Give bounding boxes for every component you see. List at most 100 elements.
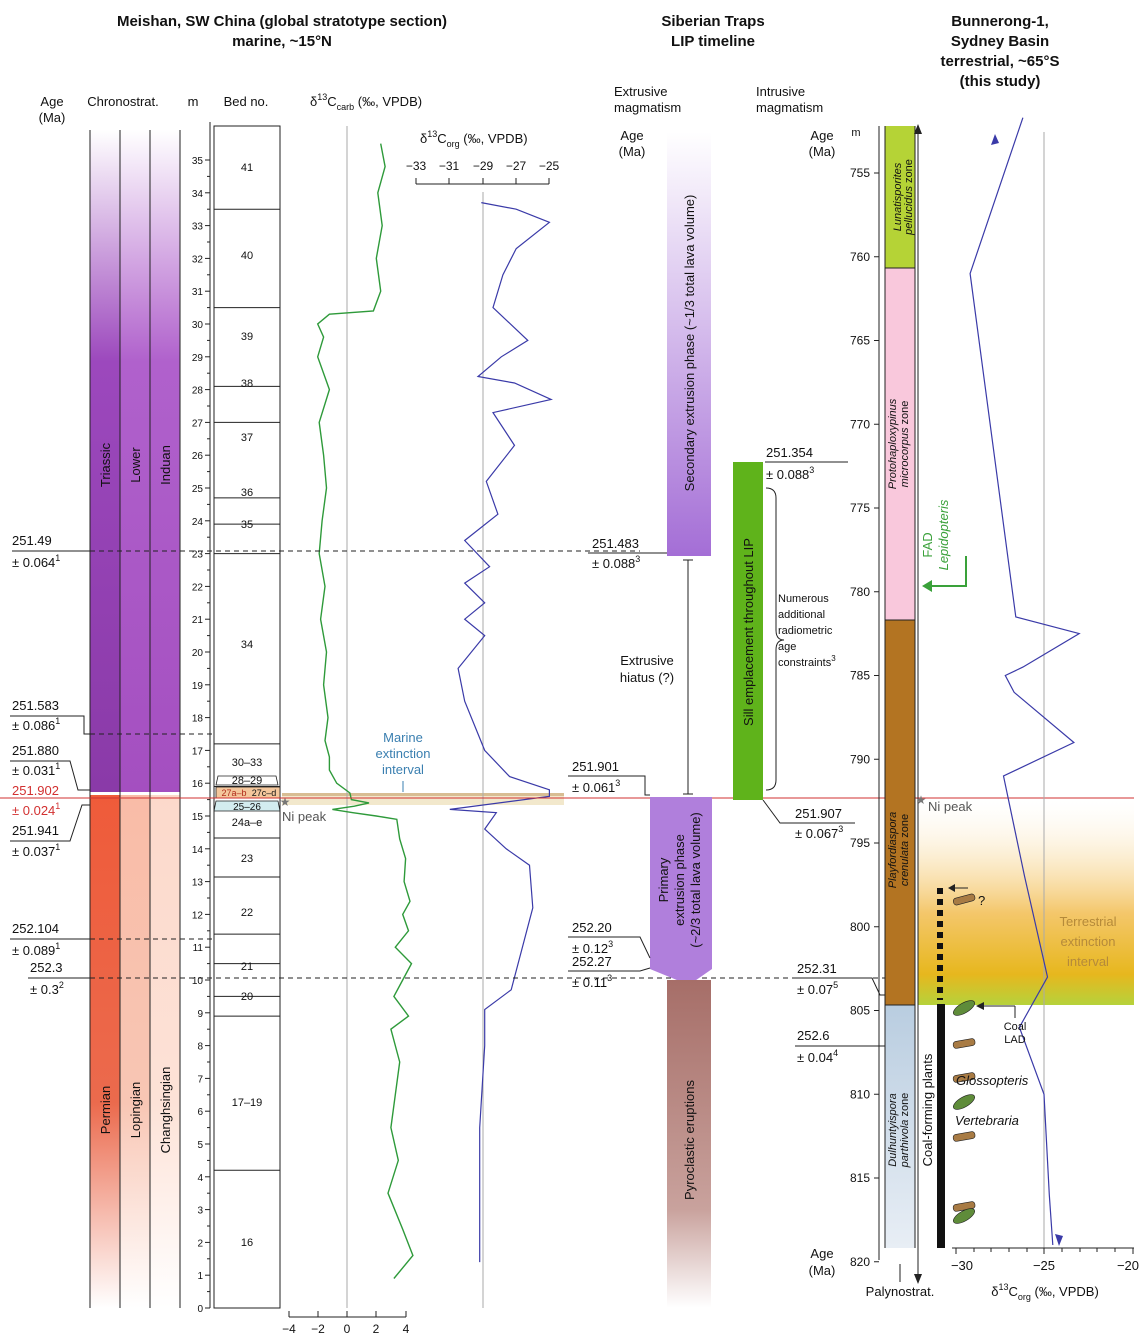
glossopteris-icon bbox=[953, 1000, 975, 1016]
bed-25-26: 25–26 bbox=[233, 802, 261, 813]
vertebraria-label: Vertebraria bbox=[955, 1113, 1019, 1128]
age-252.20-unc: ± 0.123 bbox=[572, 939, 613, 956]
bun-depth-tick: 765 bbox=[850, 334, 870, 348]
palynostrat-column: Lunatisporites pellucidus zone Protohapl… bbox=[884, 126, 916, 1248]
age-251.49: 251.49 bbox=[12, 533, 52, 548]
org-tick--33: −33 bbox=[406, 159, 427, 173]
age-251.941-unc: ± 0.0371 bbox=[12, 842, 60, 859]
age-251.902: 251.902 bbox=[12, 783, 59, 798]
bunnerong-title-line4: (this study) bbox=[960, 73, 1041, 90]
palynostrat-label: Palynostrat. bbox=[866, 1284, 935, 1299]
thin-beds-detail: 28–29 27a–b 27c–d 25–26 bbox=[213, 775, 281, 813]
zone-label-playfordiaspora-2: crenulata zone bbox=[899, 814, 911, 886]
bun-age-header-2: (Ma) bbox=[809, 144, 836, 159]
carb-tick-0: 0 bbox=[344, 1322, 351, 1336]
pyroclastic-label: Pyroclastic eruptions bbox=[682, 1080, 697, 1200]
age-252.3-unc: ± 0.32 bbox=[30, 980, 64, 997]
carb-axis: −4 −2 0 2 4 bbox=[282, 1311, 410, 1336]
ni-peak-label-bunnerong: Ni peak bbox=[928, 799, 973, 814]
depth-tick: 14 bbox=[192, 845, 204, 856]
primary-extrusion-bar bbox=[650, 797, 712, 985]
age-251.354: 251.354 bbox=[766, 445, 813, 460]
chronostrat-column: Triassic Lower Induan Permian Lopingian … bbox=[89, 130, 181, 1308]
extrusive-header-2: magmatism bbox=[614, 100, 681, 115]
vertebraria-icon bbox=[952, 1131, 976, 1142]
bunnerong-title-line3: terrestrial, ~65°S bbox=[941, 53, 1060, 70]
traps-title-line1: Siberian Traps bbox=[661, 13, 764, 30]
age-251.941: 251.941 bbox=[12, 823, 59, 838]
zone-label-dulhuntyispora-2: parthivola zone bbox=[899, 1093, 911, 1169]
age-251.901-unc: ± 0.0613 bbox=[572, 778, 620, 795]
org-header: δ13Corg (‰, VPDB) bbox=[420, 129, 528, 149]
depth-tick: 25 bbox=[192, 484, 204, 495]
carb-header: δ13Ccarb (‰, VPDB) bbox=[310, 92, 422, 112]
bed-34: 34 bbox=[241, 639, 253, 651]
bunnerong-age-labels: 252.31 ± 0.075 252.6 ± 0.044 bbox=[795, 961, 885, 1065]
bunnerong-depth-axis: 755 760 765 770 775 780 785 790 795 800 805 810 815 8… bbox=[850, 126, 880, 1269]
permian-bar bbox=[90, 795, 120, 1308]
vertebraria-icon bbox=[952, 893, 976, 906]
age-251.907-unc: ± 0.0673 bbox=[795, 824, 843, 841]
bun-depth-tick: 800 bbox=[850, 920, 870, 934]
bed-38: 38 bbox=[241, 378, 253, 390]
intrusive-header-2: magmatism bbox=[756, 100, 823, 115]
zone-label-dulhuntyispora: Dulhuntyispora bbox=[887, 1093, 899, 1166]
depth-tick: 29 bbox=[192, 353, 204, 364]
bun-depth-tick: 805 bbox=[850, 1004, 870, 1018]
bed-41: 41 bbox=[241, 162, 253, 174]
depth-tick: 16 bbox=[192, 779, 204, 790]
depth-tick: 23 bbox=[192, 550, 204, 561]
label-triassic: Triassic bbox=[98, 442, 113, 487]
bun-org-tick--20: −20 bbox=[1117, 1258, 1139, 1273]
depth-tick: 34 bbox=[192, 189, 204, 200]
ni-peak-star-bunnerong: ★ bbox=[916, 793, 927, 807]
bun-m-header: m bbox=[851, 127, 860, 139]
chronostrat-header: Chronostrat. bbox=[87, 94, 159, 109]
label-lower: Lower bbox=[128, 447, 143, 483]
bun-depth-tick: 810 bbox=[850, 1087, 870, 1101]
depth-tick: 17 bbox=[192, 746, 204, 757]
zone-label-protohaploxypinus: Protohaploxypinus bbox=[887, 398, 899, 489]
hiatus-label-2: hiatus (?) bbox=[620, 670, 674, 685]
depth-tick: 4 bbox=[197, 1173, 203, 1184]
svg-text:age: age bbox=[778, 641, 796, 653]
bed-37: 37 bbox=[241, 432, 253, 444]
carb-tick--4: −4 bbox=[282, 1322, 296, 1336]
bun-depth-tick: 790 bbox=[850, 752, 870, 766]
carb-tick-2: 2 bbox=[373, 1322, 380, 1336]
bun-org-axis: −30 −25 −20 δ13Corg (‰, VPDB) bbox=[951, 1247, 1139, 1302]
bed-20: 20 bbox=[241, 991, 253, 1003]
age-251.880: 251.880 bbox=[12, 743, 59, 758]
org-axis-meishan: δ13Corg (‰, VPDB) −33 −31 −29 −27 −25 bbox=[406, 129, 560, 185]
bun-org-tick--25: −25 bbox=[1033, 1258, 1055, 1273]
bun-org-axis-label: δ13Corg (‰, VPDB) bbox=[991, 1282, 1099, 1302]
question-mark: ? bbox=[978, 893, 985, 908]
bun-depth-tick: 815 bbox=[850, 1171, 870, 1185]
bed-16: 16 bbox=[241, 1237, 253, 1249]
secondary-extrusion-label: Secondary extrusion phase (~1/3 total la… bbox=[682, 195, 697, 492]
marine-extinction-label-3: interval bbox=[382, 762, 424, 777]
zone-label-playfordiaspora: Playfordiaspora bbox=[887, 812, 899, 888]
age-251.583-unc: ± 0.0861 bbox=[12, 716, 60, 733]
bed-39: 39 bbox=[241, 331, 253, 343]
depth-tick: 12 bbox=[192, 910, 204, 921]
svg-text:radiometric: radiometric bbox=[778, 625, 833, 637]
primary-extrusion-label-1: Primary bbox=[656, 857, 671, 902]
lopingian-bar bbox=[120, 795, 150, 1308]
bed-17-19: 17–19 bbox=[232, 1097, 263, 1109]
hiatus-label-1: Extrusive bbox=[620, 653, 673, 668]
age-252.20: 252.20 bbox=[572, 920, 612, 935]
numerous-constraints-note: Numerous additional radiometric age cons… bbox=[778, 593, 836, 669]
fad-arrow bbox=[928, 556, 967, 587]
org-tick--27: −27 bbox=[506, 159, 527, 173]
age-251.583: 251.583 bbox=[12, 698, 59, 713]
depth-tick: 13 bbox=[192, 878, 204, 889]
org-tick--25: −25 bbox=[539, 159, 560, 173]
depth-tick: 19 bbox=[192, 681, 204, 692]
sill-emplacement-bar bbox=[733, 462, 763, 800]
traps-age-header-1: Age bbox=[620, 128, 643, 143]
bun-org-tick--30: −30 bbox=[951, 1258, 973, 1273]
depth-tick: 35 bbox=[192, 156, 204, 167]
meishan-title-line2: marine, ~15°N bbox=[232, 33, 332, 50]
age-252.31: 252.31 bbox=[797, 961, 837, 976]
